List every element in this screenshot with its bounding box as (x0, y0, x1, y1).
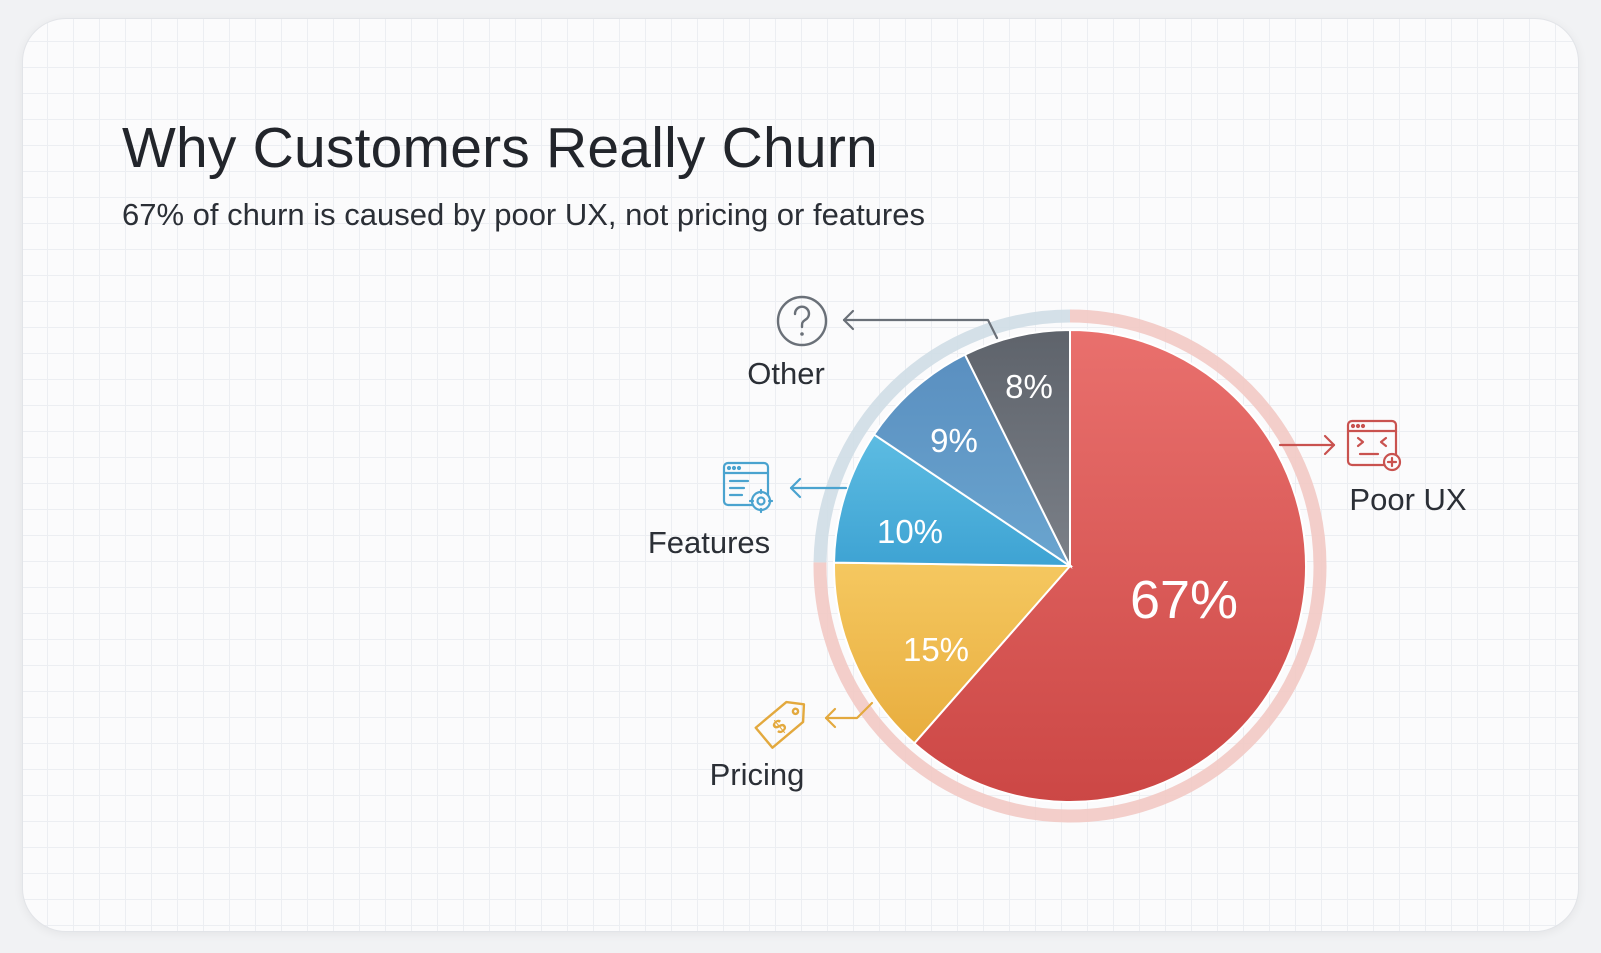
category-label-other: Other (747, 356, 825, 391)
chart-subtitle: 67% of churn is caused by poor UX, not p… (122, 197, 925, 232)
browser-error-icon (1346, 419, 1402, 472)
chart-title: Why Customers Really Churn (122, 116, 878, 180)
halo-ring-warm (813, 309, 1327, 823)
question-circle-icon (776, 295, 828, 347)
data-label-nine-percent: 9% (930, 422, 978, 459)
leader-arrow-features (789, 477, 848, 499)
halo-ring-cool (813, 309, 1071, 563)
data-label-other: 8% (1005, 368, 1053, 405)
category-label-poor-ux: Poor UX (1349, 482, 1466, 517)
leader-arrow-other (842, 309, 999, 340)
pie-slice-features (833, 433, 1074, 568)
category-label-features: Features (648, 525, 770, 560)
chart-card: Why Customers Really Churn 67% of churn … (22, 18, 1579, 932)
pie-slice-pricing (833, 561, 1073, 745)
leader-arrow-pricing (824, 701, 874, 729)
pie-slice-nine-percent (872, 353, 1073, 569)
leader-arrow-poor-ux (1278, 434, 1336, 456)
feature-settings-icon (722, 461, 774, 514)
price-tag-icon: $ (754, 700, 806, 749)
pie-slices (833, 328, 1307, 803)
category-label-pricing: Pricing (710, 757, 805, 792)
pie-slice-poor-ux (912, 328, 1307, 803)
data-label-features: 10% (877, 513, 943, 550)
data-label-poor-ux: 67% (1130, 570, 1238, 630)
pie-slice-other (963, 328, 1071, 567)
data-label-pricing: 15% (903, 631, 969, 668)
